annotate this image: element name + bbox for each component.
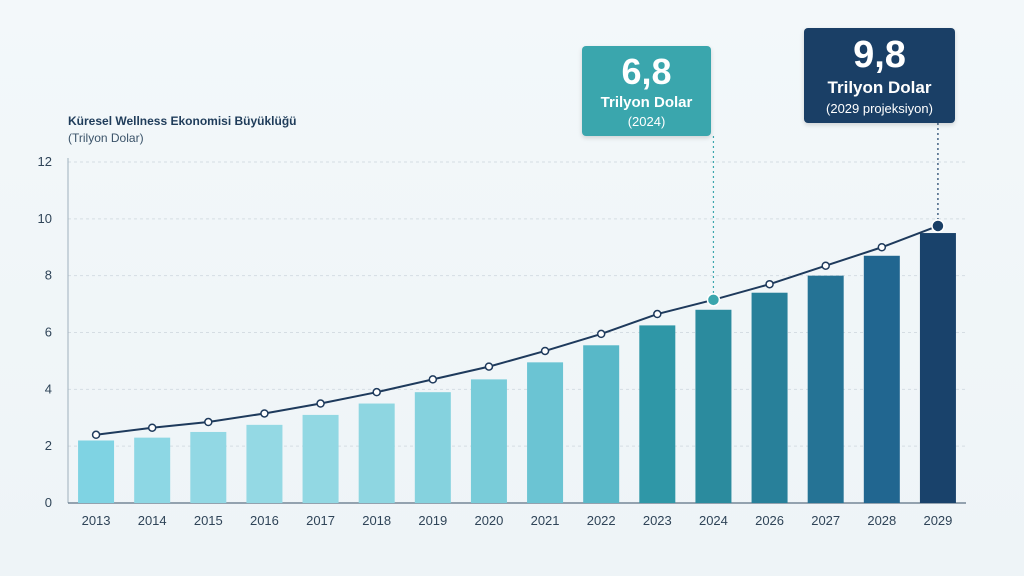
bar-2021: [527, 362, 564, 503]
trend-point-2020: [484, 362, 494, 371]
x-tick-label: 2013: [82, 513, 111, 528]
y-tick-label: 12: [38, 154, 52, 169]
callout-2024: 6,8 Trilyon Dolar (2024): [582, 46, 711, 136]
trend-point-2019: [428, 375, 438, 384]
bar-2022: [583, 345, 620, 503]
x-tick-label: 2017: [306, 513, 335, 528]
y-tick-label: 4: [45, 381, 52, 396]
chart-subtitle: (Trilyon Dolar): [68, 131, 144, 145]
trend-point-2027: [821, 261, 830, 270]
x-tick-label: 2016: [250, 513, 279, 528]
callout-2024-unit: Trilyon Dolar: [600, 94, 693, 111]
bar-2024: [695, 309, 732, 503]
callout-2029-note: (2029 projeksiyon): [826, 101, 933, 116]
trend-point-2026: [765, 279, 774, 289]
x-tick-label: 2023: [643, 513, 672, 528]
bar-2020: [470, 379, 507, 503]
x-tick-label: 2019: [418, 513, 447, 528]
bar-2028: [863, 255, 900, 503]
callout-2024-note: (2024): [627, 114, 666, 129]
callout-2029: 9,8 Trilyon Dolar (2029 projeksiyon): [804, 28, 955, 123]
x-tick-label: 2018: [362, 513, 391, 528]
trend-point-2016: [260, 409, 269, 418]
bar-2027: [807, 275, 844, 503]
callout-2024-value: 6,8: [621, 51, 672, 92]
bar-2017: [302, 414, 339, 503]
callout-2029-unit: Trilyon Dolar: [827, 78, 932, 97]
trend-point-2028: [877, 243, 887, 252]
bar-2026: [751, 292, 788, 503]
x-tick-label: 2024: [699, 513, 728, 528]
trend-point-highlight-2024: [706, 293, 721, 307]
trend-point-2018: [372, 387, 381, 397]
x-tick-label: 2015: [194, 513, 223, 528]
bar-2023: [639, 325, 676, 503]
chart-title-block: Küresel Wellness Ekonomisi Büyüklüğü (Tr…: [68, 114, 297, 145]
callout-2029-value: 9,8: [853, 34, 906, 76]
bar-2014: [134, 437, 171, 503]
y-tick-label: 6: [45, 325, 52, 340]
trend-point-2017: [316, 399, 325, 408]
x-tick-label: 2027: [811, 513, 840, 528]
trend-point-2021: [540, 346, 550, 356]
trend-point-2014: [147, 423, 157, 432]
y-tick-label: 8: [45, 268, 52, 283]
y-tick-label: 2: [45, 438, 52, 453]
bar-2016: [246, 424, 283, 503]
trend-line-series: [91, 219, 945, 440]
trend-point-2015: [204, 417, 213, 427]
x-tick-label: 2029: [923, 513, 952, 528]
trend-point-highlight-2029: [931, 219, 945, 233]
axis-labels: 0 2 4 6 8 10 12 2013 2014 2015 2016 2017 2018 2019 202…: [38, 154, 953, 528]
bar-2019: [414, 392, 451, 503]
trend-point-2023: [653, 309, 662, 319]
trend-point-2013: [91, 430, 101, 440]
x-tick-label: 2014: [138, 513, 167, 528]
y-tick-label: 0: [45, 495, 52, 510]
trend-point-2022: [596, 329, 606, 339]
trend-line: [95, 225, 939, 436]
x-tick-label: 2021: [531, 513, 560, 528]
x-tick-label: 2028: [867, 513, 896, 528]
callout-leaders: [712, 123, 939, 293]
bar-2015: [190, 431, 227, 503]
y-tick-label: 10: [38, 211, 52, 226]
bar-2013: [78, 440, 115, 503]
x-tick-label: 2022: [587, 513, 616, 528]
x-tick-label: 2026: [755, 513, 784, 528]
bar-2029: [919, 233, 956, 503]
chart-title: Küresel Wellness Ekonomisi Büyüklüğü: [68, 114, 297, 128]
bar-series: [78, 233, 956, 503]
bar-2018: [358, 403, 395, 503]
x-tick-label: 2020: [474, 513, 503, 528]
